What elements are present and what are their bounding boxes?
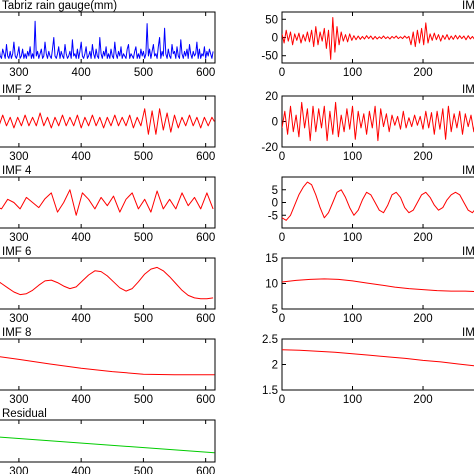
x-tick-label: 600 <box>196 394 215 406</box>
series-line-imf5 <box>282 181 474 221</box>
y-tick-label: 2.5 <box>262 334 278 346</box>
panel-rain: Tabriz rain gauge(mm) 300 400 500 600 <box>0 0 216 79</box>
x-tick-label: 400 <box>72 394 91 406</box>
x-tick-label: 100 <box>343 67 362 79</box>
panel-imf9: IMF 901002003001.522.5 <box>262 327 474 406</box>
panel-title: IMF 5 <box>462 165 474 177</box>
x-tick-label: 0 <box>279 394 285 406</box>
x-tick-label: 300 <box>9 67 28 79</box>
y-tick-label: 5 <box>272 185 278 197</box>
x-tick-label: 600 <box>196 466 215 474</box>
x-tick-label: 200 <box>413 232 432 244</box>
x-tick-label: 500 <box>134 151 153 163</box>
x-tick-label: 400 <box>72 67 91 79</box>
panel-imf4: IMF 4 300 400 500 600 <box>0 165 216 244</box>
series-line-imf6 <box>0 266 214 300</box>
series-line-imf3 <box>282 101 474 142</box>
x-tick-label: 600 <box>196 232 215 244</box>
series-line-imf2 <box>0 108 215 135</box>
axes-frame <box>281 338 474 391</box>
x-tick-label: 400 <box>72 232 91 244</box>
x-tick-label: 200 <box>413 151 432 163</box>
x-tick-label: 500 <box>134 394 153 406</box>
panel-title: IMF 3 <box>462 84 474 96</box>
series-line-imf7 <box>282 278 474 292</box>
y-tick-label: 0 <box>272 33 278 45</box>
axes-frame <box>0 338 216 391</box>
x-tick-label: 0 <box>279 151 285 163</box>
panel-title: IMF 9 <box>462 327 474 339</box>
x-tick-label: 300 <box>9 394 28 406</box>
x-tick-label: 0 <box>279 313 285 325</box>
y-tick-label: 10 <box>265 279 278 291</box>
x-tick-label: 100 <box>343 394 362 406</box>
panel-title: IMF 8 <box>2 327 31 339</box>
panel-title: Tabriz rain gauge(mm) <box>2 0 117 12</box>
panel-title: IMF 7 <box>462 246 474 258</box>
x-tick-label: 300 <box>9 232 28 244</box>
series-line-imf9 <box>282 349 474 367</box>
x-tick-label: 400 <box>72 151 91 163</box>
x-tick-label: 600 <box>196 151 215 163</box>
panel-title: IMF 2 <box>2 84 31 96</box>
y-tick-label: -50 <box>261 51 278 63</box>
y-tick-label: 5 <box>272 304 278 316</box>
x-tick-label: 0 <box>279 67 285 79</box>
panel-title: IMF 6 <box>2 246 31 258</box>
x-tick-label: 100 <box>343 313 362 325</box>
x-tick-label: 500 <box>134 313 153 325</box>
x-tick-label: 100 <box>343 232 362 244</box>
series-line-rain <box>0 20 214 59</box>
x-tick-label: 600 <box>196 313 215 325</box>
y-tick-label: 0 <box>272 198 278 210</box>
panel-title: IMF 4 <box>2 165 32 177</box>
panel-imf5: IMF 50100200300-505 <box>268 165 474 244</box>
x-tick-label: 600 <box>196 67 215 79</box>
y-tick-label: 15 <box>265 253 278 265</box>
panel-imf8: IMF 8 300 400 500 600 <box>0 327 216 406</box>
x-tick-label: 200 <box>413 394 432 406</box>
axes-frame <box>0 95 216 148</box>
series-line-imf4 <box>0 189 214 216</box>
x-tick-label: 400 <box>72 313 91 325</box>
x-tick-label: 100 <box>343 151 362 163</box>
panel-title: Residual <box>2 408 47 420</box>
x-tick-label: 200 <box>413 313 432 325</box>
y-tick-label: 50 <box>265 14 278 26</box>
x-tick-label: 200 <box>413 67 432 79</box>
y-tick-label: 1.5 <box>262 385 278 397</box>
panel-imf6: IMF 6 300 400 500 600 <box>0 246 216 325</box>
series-line-imf8 <box>0 356 215 376</box>
x-tick-label: 400 <box>72 466 91 474</box>
panel-residual: Residual 300 400 500 600 <box>0 408 216 474</box>
y-tick-label: 20 <box>265 91 278 103</box>
panel-imf7: IMF 7010020030051015 <box>265 246 474 325</box>
y-tick-label: -20 <box>261 142 278 154</box>
series-line-residual <box>0 436 215 454</box>
x-tick-label: 500 <box>134 232 153 244</box>
x-tick-label: 500 <box>134 466 153 474</box>
axes-frame <box>0 419 216 463</box>
panel-title: IMF 1 <box>462 0 474 12</box>
panel-imf2: IMF 2 300 400 500 600 <box>0 84 216 163</box>
y-tick-label: 2 <box>272 360 278 372</box>
y-tick-label: 0 <box>272 117 278 129</box>
x-tick-label: 500 <box>134 67 153 79</box>
axes-frame <box>0 11 216 64</box>
series-line-imf1 <box>282 17 474 60</box>
axes-frame <box>0 176 216 229</box>
y-tick-label: -5 <box>268 210 278 222</box>
axes-frame <box>0 257 216 310</box>
x-tick-label: 300 <box>9 151 28 163</box>
x-tick-label: 300 <box>9 466 28 474</box>
x-tick-label: 0 <box>279 232 285 244</box>
axes-frame <box>281 257 474 310</box>
x-tick-label: 300 <box>9 313 28 325</box>
